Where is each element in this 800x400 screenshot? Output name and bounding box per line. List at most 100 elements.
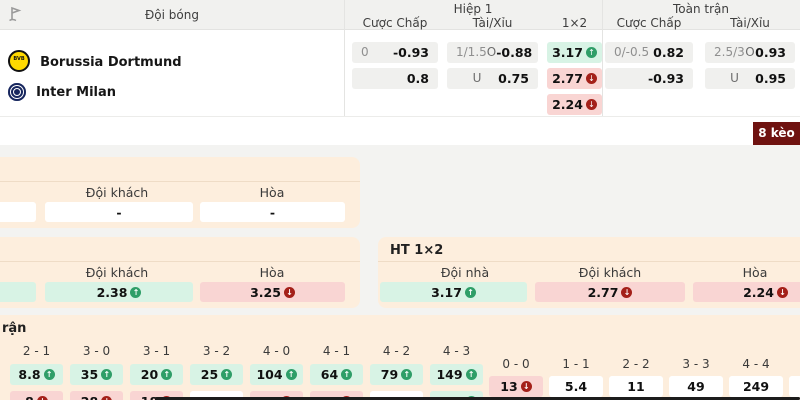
- score-odds-cell[interactable]: 249: [729, 376, 783, 397]
- score-odds-cell[interactable]: 149: [430, 364, 483, 385]
- score-odds-cell[interactable]: 104: [250, 364, 303, 385]
- subheader-ft-over-under: Tài/Xỉu: [730, 16, 770, 30]
- trend-down-icon: [585, 99, 597, 110]
- correct-score-title-partial: rận: [2, 321, 27, 336]
- odds-value: 8: [25, 394, 34, 400]
- horizontal-scrollbar[interactable]: [155, 397, 800, 400]
- odds-cell-draw[interactable]: 2.24: [693, 282, 800, 302]
- odds-cell-partial[interactable]: [0, 202, 36, 222]
- odds-value: 0.82: [653, 45, 684, 60]
- odds-cell-h1-over[interactable]: 1/1.5 O -0.88: [447, 42, 538, 63]
- odds-value: 0.93: [755, 45, 786, 60]
- score-odds-cell[interactable]: 8.8: [10, 364, 63, 385]
- divider: [0, 261, 360, 262]
- score-header: 4 - 3: [442, 344, 471, 358]
- odds-value: 3.17: [431, 284, 462, 300]
- trend-down-icon: [520, 381, 532, 392]
- odds-cell-partial[interactable]: [0, 282, 36, 302]
- trend-down-icon: [776, 286, 788, 298]
- trend-up-icon: [285, 369, 297, 380]
- odds-value: 149: [436, 367, 463, 382]
- odds-cell-h1-1x2-home[interactable]: 3.17: [547, 42, 602, 63]
- odds-value: 2.77: [552, 71, 583, 86]
- odds-value: 5.4: [564, 379, 588, 394]
- odds-value: 8.8: [18, 367, 41, 382]
- score-odds-cell[interactable]: 5.4: [549, 376, 603, 397]
- score-odds-cell[interactable]: 49: [669, 376, 723, 397]
- subheader-h1-over-under: Tài/Xỉu: [472, 16, 513, 30]
- trend-up-icon: [464, 286, 476, 298]
- score-header: 3 - 2: [202, 344, 231, 358]
- odds-value: 20: [140, 367, 159, 382]
- odds-value: 2.24: [552, 97, 583, 112]
- score-odds-cell[interactable]: 25: [190, 364, 243, 385]
- score-odds-cell[interactable]: 11: [609, 376, 663, 397]
- odds-value: 3.17: [552, 45, 583, 60]
- score-odds-cell[interactable]: 28: [70, 391, 123, 400]
- odds-value: 104: [256, 367, 283, 382]
- odds-cell-h1-handicap-home[interactable]: 0 -0.93: [352, 42, 438, 63]
- odds-cell-h1-under[interactable]: U 0.75: [447, 68, 538, 89]
- team-row-away[interactable]: Inter Milan: [8, 81, 116, 102]
- odds-cell-ft-under[interactable]: U 0.95: [705, 68, 795, 89]
- score-header: 2 - 2: [622, 357, 650, 371]
- header-draw: Hòa: [742, 265, 768, 280]
- odds-cell-ft-over[interactable]: 2.5/3 O 0.93: [705, 42, 795, 63]
- score-odds-cell[interactable]: 79: [370, 364, 423, 385]
- odds-value: 0.95: [755, 71, 786, 86]
- corner-flag-icon: [8, 6, 23, 22]
- odds-count-badge[interactable]: 8 kèo: [753, 122, 800, 145]
- odds-value: 13: [500, 379, 518, 394]
- odds-cell-ft-handicap-home[interactable]: 0/-0.5 0.82: [605, 42, 693, 63]
- odds-cell-away[interactable]: 2.38: [45, 282, 193, 302]
- odds-value: 79: [380, 367, 399, 382]
- header-away-team: Đội khách: [578, 265, 642, 280]
- odds-value: 25: [200, 367, 219, 382]
- trend-down-icon: [283, 286, 295, 298]
- odds-cell-draw[interactable]: 3.25: [200, 282, 345, 302]
- score-odds-cell[interactable]: 35: [70, 364, 123, 385]
- trend-up-icon: [401, 369, 413, 380]
- trend-up-icon: [465, 369, 477, 380]
- header-draw: Hòa: [259, 265, 285, 280]
- header-away-team: Đội khách: [85, 265, 149, 280]
- odds-value: 35: [80, 367, 99, 382]
- odds-value: 64: [320, 367, 339, 382]
- ou-side: O: [745, 45, 755, 59]
- score-odds-cell-partial[interactable]: [789, 376, 800, 397]
- table-divider: [344, 0, 345, 116]
- odds-value: -0.93: [647, 71, 684, 86]
- odds-value: 28: [81, 394, 98, 400]
- score-odds-cell[interactable]: 20: [130, 364, 183, 385]
- odds-value: 49: [687, 379, 705, 394]
- trend-down-icon: [585, 73, 597, 84]
- trend-down-icon: [621, 286, 633, 298]
- score-header: 2 - 1: [22, 344, 51, 358]
- odds-cell-ft-handicap-away[interactable]: -0.93: [605, 68, 693, 89]
- ou-line: 1/1.5: [456, 45, 487, 59]
- odds-cell-h1-handicap-away[interactable]: 0.8: [352, 68, 438, 89]
- odds-cell-home[interactable]: 3.17: [380, 282, 527, 302]
- ou-side: O: [486, 45, 497, 59]
- trend-down-icon: [101, 396, 113, 400]
- trend-up-icon: [161, 369, 173, 380]
- odds-value: 0.8: [406, 71, 429, 86]
- score-odds-cell[interactable]: 64: [310, 364, 363, 385]
- odds-cell-away[interactable]: -: [45, 202, 193, 222]
- team-name-home: Borussia Dortmund: [40, 54, 182, 70]
- score-odds-cell[interactable]: 8: [10, 391, 63, 400]
- ou-side: U: [472, 71, 482, 85]
- inter-milan-logo: [8, 82, 26, 101]
- score-header: 4 - 0: [262, 344, 291, 358]
- odds-cell-h1-1x2-away[interactable]: 2.77: [547, 68, 602, 89]
- odds-value: 11: [627, 379, 645, 394]
- odds-cell-draw[interactable]: -: [200, 202, 345, 222]
- odds-cell-away[interactable]: 2.77: [535, 282, 685, 302]
- trend-up-icon: [585, 47, 597, 58]
- team-row-home[interactable]: BVB Borussia Dortmund: [8, 50, 182, 72]
- trend-up-icon: [43, 369, 55, 380]
- header-away-team: Đội khách: [85, 185, 149, 200]
- odds-cell-h1-1x2-draw[interactable]: 2.24: [547, 94, 602, 115]
- score-odds-cell[interactable]: 13: [489, 376, 543, 397]
